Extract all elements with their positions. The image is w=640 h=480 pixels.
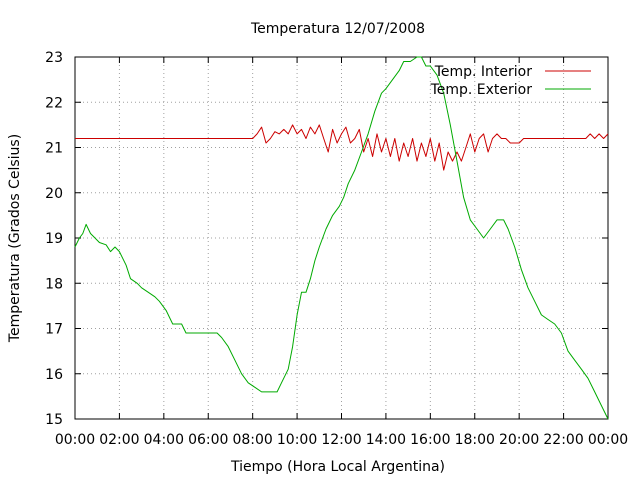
x-tick-label: 20:00 <box>499 432 539 448</box>
x-tick-label: 04:00 <box>144 432 184 448</box>
axis-ticks <box>74 56 609 420</box>
y-tick-label: 18 <box>45 276 63 292</box>
x-axis-tick-labels: 00:00 02:00 04:00 06:00 08:00 10:00 12:00 14:00… <box>55 432 628 448</box>
grid <box>75 57 608 419</box>
x-tick-label: 12:00 <box>321 432 361 448</box>
x-tick-label: 00:00 <box>55 432 95 448</box>
x-tick-label: 02:00 <box>99 432 139 448</box>
y-tick-label: 22 <box>45 95 63 111</box>
y-tick-label: 19 <box>45 231 63 247</box>
x-tick-label: 22:00 <box>543 432 583 448</box>
x-axis-label: Tiempo (Hora Local Argentina) <box>230 459 445 475</box>
x-tick-label: 00:00 <box>588 432 628 448</box>
legend-label-temp-exterior: Temp. Exterior <box>430 82 533 98</box>
legend: Temp. Interior Temp. Exterior <box>430 64 591 98</box>
y-tick-label: 17 <box>45 322 63 338</box>
data-series <box>74 56 609 420</box>
x-tick-label: 06:00 <box>188 432 228 448</box>
y-tick-label: 15 <box>45 412 63 428</box>
chart-title: Temperatura 12/07/2008 <box>250 21 425 37</box>
x-tick-label: 08:00 <box>232 432 272 448</box>
legend-label-temp-interior: Temp. Interior <box>434 64 533 80</box>
y-axis-tick-labels: 15 16 17 18 19 20 21 22 23 <box>45 50 63 428</box>
y-tick-label: 23 <box>45 50 63 66</box>
y-axis-label: Temperatura (Grados Celsius) <box>7 134 23 343</box>
x-tick-label: 18:00 <box>455 432 495 448</box>
series-line-temp-interior <box>75 124 609 171</box>
y-tick-label: 21 <box>45 141 63 157</box>
x-tick-label: 16:00 <box>410 432 450 448</box>
x-tick-label: 10:00 <box>277 432 317 448</box>
x-tick-label: 14:00 <box>366 432 406 448</box>
y-tick-label: 16 <box>45 367 63 383</box>
series-line-temp-exterior <box>74 56 609 420</box>
y-tick-label: 20 <box>45 186 63 202</box>
